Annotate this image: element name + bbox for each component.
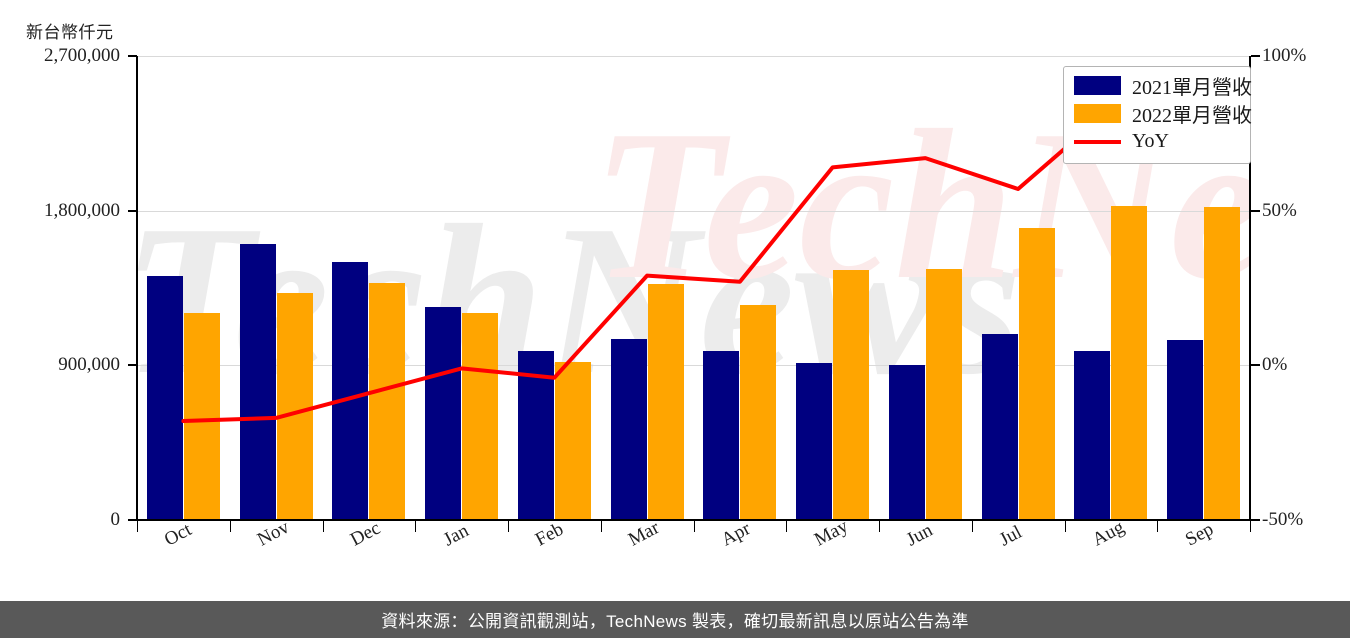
bar-2021 — [1167, 339, 1204, 520]
x-axis-tickmark — [693, 519, 695, 532]
x-axis-tickmark — [508, 519, 509, 532]
x-axis-tick-label: May — [810, 515, 852, 551]
legend-swatch-2021 — [1074, 75, 1121, 95]
x-axis-tick-label: Aug — [1088, 516, 1128, 551]
y-axis-right-tickmark — [1251, 55, 1260, 57]
bar-2022 — [369, 283, 406, 520]
y-axis-right-tick-label: 50% — [1262, 199, 1297, 221]
y-axis-right-tickmark — [1251, 364, 1260, 367]
y-axis-right — [1249, 56, 1251, 521]
legend-item-yoy[interactable]: YoY — [1074, 128, 1169, 154]
bar-2022 — [1204, 206, 1241, 520]
y-axis-right-tickmark — [1251, 209, 1260, 212]
bar-2021 — [703, 350, 740, 520]
legend-label-2022: 2022單月營收 — [1132, 104, 1252, 127]
bar-2021 — [332, 261, 369, 520]
bar-2021 — [1074, 351, 1111, 520]
y-axis-left-tickmark — [128, 519, 137, 521]
y-axis-left-tick-label: 900,000 — [58, 354, 120, 376]
bar-2022 — [276, 293, 313, 520]
y-axis-unit-label: 新台幣仟元 — [26, 23, 114, 42]
y-axis-right-tick-label: -50% — [1262, 509, 1304, 530]
bar-2022 — [462, 312, 499, 520]
y-axis-left-tickmark — [128, 55, 137, 57]
bar-2021 — [981, 333, 1018, 520]
bar-2022 — [647, 284, 684, 520]
x-axis-tickmark — [786, 519, 788, 532]
x-axis-tick-label: Mar — [625, 517, 663, 551]
legend-swatch-yoy — [1074, 140, 1121, 144]
x-axis-tick-label: Jan — [439, 520, 472, 551]
x-axis-tick-label: Sep — [1181, 518, 1217, 551]
bar-2021 — [888, 365, 925, 520]
bar-2022 — [183, 313, 220, 520]
legend[interactable]: 2021單月營收 2022單月營收 YoY — [1063, 66, 1252, 164]
bar-2021 — [425, 307, 462, 520]
legend-item-2022[interactable]: 2022單月營收 — [1074, 100, 1252, 127]
legend-swatch-2022 — [1074, 103, 1121, 123]
x-axis-tick-label: Feb — [532, 518, 568, 551]
gridline — [137, 210, 1250, 212]
x-axis-tickmark — [229, 519, 231, 532]
x-axis-tickmark — [322, 519, 324, 532]
legend-label-2021: 2021單月營收 — [1132, 76, 1252, 99]
x-axis-tickmark — [415, 519, 417, 532]
bar-2022 — [833, 269, 870, 520]
footer-bar: 資料來源：公開資訊觀測站，TechNews 製表，確切最新訊息以原站公告為準 — [0, 601, 1350, 638]
x-axis-tickmark — [879, 519, 880, 532]
bar-2021 — [610, 338, 647, 520]
y-axis-left-tickmark — [128, 364, 137, 367]
footer-source-text: 資料來源：公開資訊觀測站，TechNews 製表，確切最新訊息以原站公告為準 — [381, 612, 969, 631]
y-axis-left-tick-label: 0 — [110, 509, 121, 530]
bar-2021 — [239, 244, 276, 520]
x-axis-tickmark — [1064, 519, 1066, 532]
bar-2021 — [796, 362, 833, 520]
x-axis-tick-label: Jul — [996, 521, 1026, 551]
gridline — [137, 365, 1250, 367]
x-axis-tick-label: Nov — [254, 516, 293, 551]
legend-label-yoy: YoY — [1132, 129, 1169, 152]
x-axis-tickmark — [1157, 519, 1159, 532]
y-axis-left-tick-label: 2,700,000 — [44, 45, 120, 66]
y-axis-left-tick-label: 1,800,000 — [44, 199, 120, 221]
y-axis-left-tickmark — [128, 209, 137, 212]
bar-2021 — [146, 276, 183, 520]
x-axis-tickmark — [600, 519, 602, 532]
bar-2022 — [740, 305, 777, 520]
bar-2022 — [1018, 228, 1055, 520]
bar-2022 — [925, 268, 962, 520]
bar-2022 — [554, 362, 591, 520]
y-axis-right-tickmark — [1251, 519, 1260, 521]
bar-2022 — [1111, 205, 1148, 520]
x-axis-tick-label: Oct — [161, 519, 196, 551]
x-axis-tickmark — [1250, 519, 1251, 532]
y-axis-right-tick-label: 100% — [1262, 45, 1307, 66]
y-axis-left — [136, 56, 138, 521]
x-axis-tick-label: Apr — [717, 518, 754, 551]
x-axis-tickmark — [971, 519, 973, 532]
x-axis-tick-label: Jun — [903, 519, 937, 551]
x-axis-tick-label: Dec — [346, 517, 384, 551]
gridline — [137, 56, 1250, 57]
bars-layer — [137, 56, 1250, 520]
y-axis-right-tick-label: 0% — [1262, 354, 1288, 376]
yoy-polyline — [181, 106, 1206, 423]
legend-item-2021[interactable]: 2021單月營收 — [1074, 72, 1252, 99]
yoy-line-series — [181, 106, 1206, 423]
x-axis-tickmark — [137, 519, 138, 532]
